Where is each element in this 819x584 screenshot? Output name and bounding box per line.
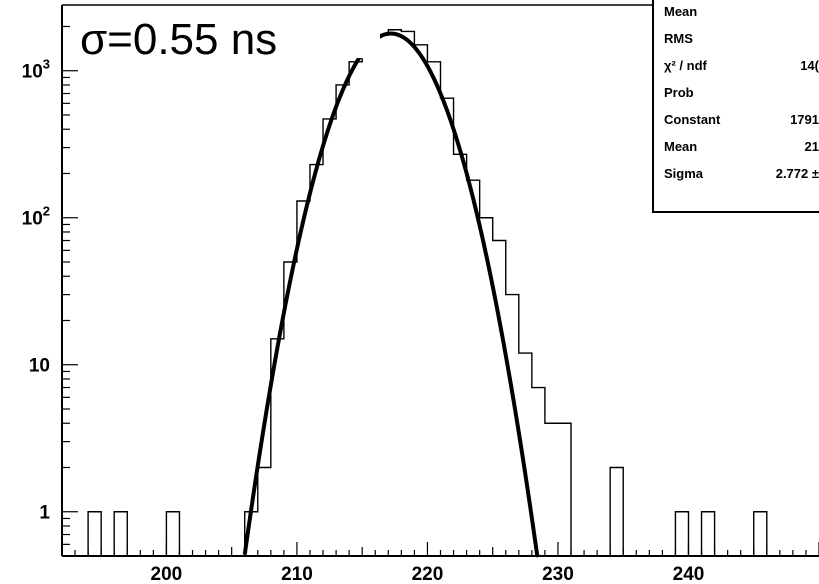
stats-value: 14( [800,58,819,73]
y-tick-label: 103 [22,57,50,83]
histogram-outline [87,29,768,556]
x-tick-label: 210 [281,564,313,584]
y-ticks: 1 10 102 103 [22,25,78,557]
x-tick-label: 200 [151,564,183,584]
y-tick-label: 102 [22,204,50,230]
stats-box-border [652,0,819,213]
stats-label: Constant [664,112,721,127]
x-tick-label: 230 [542,564,574,584]
stats-label: Sigma [664,166,704,181]
stats-label: RMS [664,31,693,46]
stats-value: 21 [805,139,819,154]
stats-label: Prob [664,85,694,100]
stats-value: 2.772 ± [776,166,819,181]
stats-box: Mean RMS χ² / ndf 14( Prob Constant 1791 Mean 21… [652,0,819,213]
stats-value: 1791 [790,112,819,127]
sigma-annotation-group: σ=0.55 ns [70,8,380,64]
stats-label: Mean [664,139,697,154]
x-ticks: 200 210 220 230 240 [61,542,819,584]
stats-label: χ² / ndf [664,58,708,73]
sigma-annotation: σ=0.55 ns [80,15,277,64]
y-tick-label: 1 [39,503,50,524]
x-tick-label: 240 [673,564,705,584]
x-tick-label: 220 [412,564,444,584]
stats-label: Mean [664,4,697,19]
gaussian-fit-curve [242,31,540,558]
y-tick-label: 10 [29,356,50,377]
annotation-background [70,8,380,58]
